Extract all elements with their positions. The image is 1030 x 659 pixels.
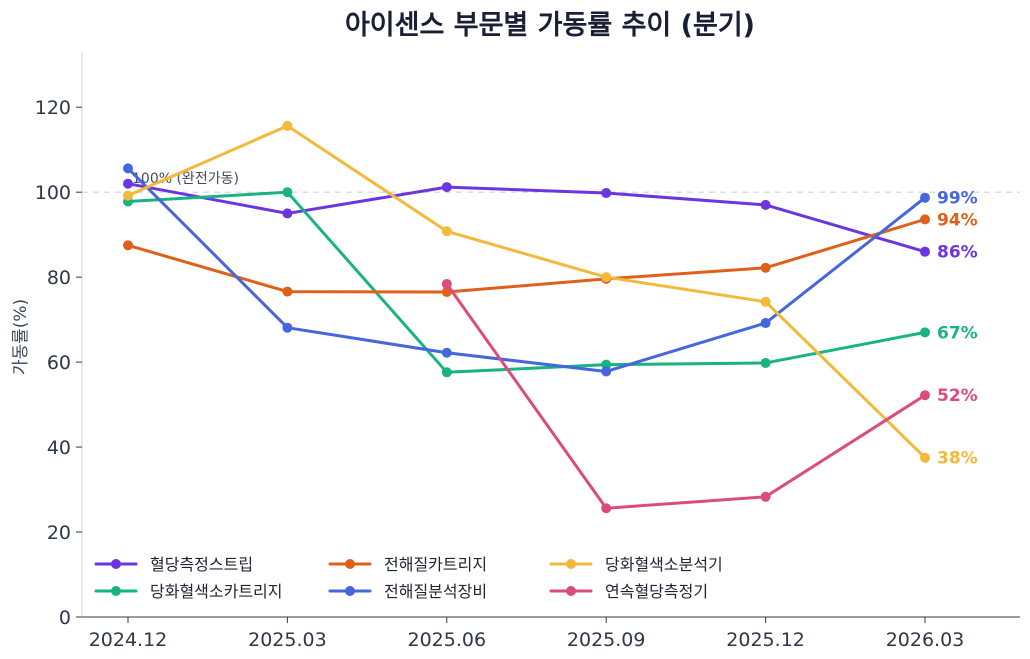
x-tick-label: 2026.03 xyxy=(886,629,965,651)
end-value-label: 94% xyxy=(937,210,978,230)
legend-label: 전해질카트리지 xyxy=(384,555,487,574)
end-value-label: 38% xyxy=(937,449,978,469)
legend-marker xyxy=(566,586,576,596)
end-value-label: 99% xyxy=(937,189,978,209)
data-point xyxy=(441,226,452,237)
y-tick-label: 40 xyxy=(47,437,71,459)
y-tick-label: 100 xyxy=(35,182,71,204)
data-point xyxy=(282,208,293,219)
series-line xyxy=(445,282,927,510)
data-point xyxy=(920,390,930,401)
end-value-label: 67% xyxy=(937,323,978,343)
data-point xyxy=(920,246,930,257)
data-point xyxy=(282,120,293,131)
legend-marker xyxy=(566,559,576,569)
data-point xyxy=(441,347,452,358)
data-point xyxy=(920,327,930,338)
y-axis-label: 가동률(%) xyxy=(11,299,31,375)
data-point xyxy=(441,367,452,378)
x-tick-label: 2025.03 xyxy=(248,629,327,651)
data-point xyxy=(601,272,612,283)
x-tick-label: 2025.06 xyxy=(408,629,487,651)
series-line xyxy=(126,166,927,373)
legend-marker xyxy=(111,559,121,569)
data-point xyxy=(282,322,293,333)
data-point xyxy=(601,188,612,199)
data-point xyxy=(123,163,133,174)
data-point xyxy=(760,296,771,307)
series-group xyxy=(123,120,930,514)
data-point xyxy=(282,286,293,297)
legend-label: 혈당측정스트립 xyxy=(150,555,253,574)
x-tick-label: 2025.09 xyxy=(567,629,646,651)
series-line xyxy=(126,182,927,254)
data-point xyxy=(123,178,133,189)
reference-line-label: 100% (완전가동) xyxy=(132,171,239,187)
legend-marker xyxy=(345,559,355,569)
y-tick-label: 0 xyxy=(59,607,71,629)
data-point xyxy=(441,182,452,193)
y-tick-label: 120 xyxy=(35,97,71,119)
y-axis-ticks: 0 20 40 60 80 100 120 xyxy=(35,97,82,629)
data-point xyxy=(760,199,771,210)
data-point xyxy=(920,214,930,225)
y-tick-label: 20 xyxy=(47,522,71,544)
x-axis-ticks: 2024.12 2025.03 2025.06 2025.09 2025.12 2026.… xyxy=(89,617,965,651)
data-point xyxy=(920,192,930,203)
chart-title: 아이센스 부문별 가동률 추이 (분기) xyxy=(345,10,755,41)
legend-label: 당화혈색소분석기 xyxy=(605,555,723,574)
series-line xyxy=(126,124,927,460)
data-point xyxy=(601,503,612,514)
data-point xyxy=(760,491,771,502)
series-line xyxy=(126,217,927,294)
data-point xyxy=(601,366,612,377)
y-tick-label: 80 xyxy=(47,267,71,289)
legend-label: 당화혈색소카트리지 xyxy=(150,582,282,601)
end-value-label: 86% xyxy=(937,243,978,263)
data-point xyxy=(760,318,771,329)
data-point xyxy=(123,240,133,251)
series-line xyxy=(126,190,927,374)
legend-marker xyxy=(111,586,121,596)
x-tick-label: 2024.12 xyxy=(89,629,168,651)
data-point xyxy=(760,262,771,273)
end-labels: 86% 67% 94%99% 38% 52% xyxy=(937,189,978,469)
data-point xyxy=(920,452,930,463)
data-point xyxy=(123,190,133,201)
y-tick-label: 60 xyxy=(47,352,71,374)
data-point xyxy=(282,187,293,198)
data-point xyxy=(760,357,771,368)
x-tick-label: 2025.12 xyxy=(726,629,805,651)
legend-marker xyxy=(345,586,355,596)
end-value-label: 52% xyxy=(937,386,978,406)
data-point xyxy=(441,278,452,289)
legend-label: 연속혈당측정기 xyxy=(605,582,708,601)
legend-label: 전해질분석장비 xyxy=(384,582,487,601)
